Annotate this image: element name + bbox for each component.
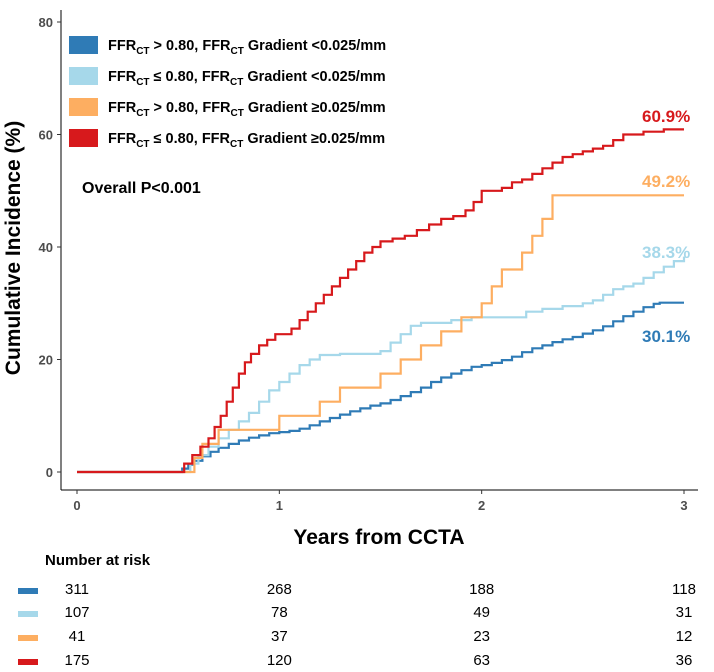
- series-line-3: [77, 194, 684, 474]
- series-line-2: [77, 256, 686, 474]
- risk-value: 23: [473, 628, 490, 645]
- risk-value: 188: [469, 581, 494, 598]
- series-line-4: [77, 128, 684, 474]
- y-tick-label: 40: [39, 240, 53, 255]
- series-lines: [77, 128, 686, 474]
- risk-value: 107: [64, 604, 89, 621]
- legend: FFRCT > 0.80, FFRCT Gradient <0.025/mm FF…: [69, 36, 386, 150]
- risk-table: 311 268 188 118 107 78 49 31 41 37 23 12 175 120 63 36: [18, 581, 696, 669]
- risk-value: 175: [64, 652, 89, 669]
- legend-label-2: FFRCT ≤ 0.80, FFRCT Gradient <0.025/mm: [108, 69, 386, 88]
- end-labels: 30.1% 38.3% 49.2% 60.9%: [642, 107, 690, 346]
- x-axis-title: Years from CCTA: [293, 526, 464, 549]
- risk-swatch-2: [18, 611, 38, 617]
- x-tick-label: 0: [73, 498, 80, 513]
- legend-swatch-3: [69, 98, 98, 116]
- end-label-4: 60.9%: [642, 107, 690, 126]
- risk-swatch-4: [18, 659, 38, 665]
- risk-swatch-3: [18, 635, 38, 641]
- risk-value: 311: [65, 581, 89, 598]
- risk-value: 41: [69, 628, 86, 645]
- risk-value: 36: [676, 652, 693, 669]
- series-line-1: [77, 301, 684, 474]
- risk-value: 78: [271, 604, 288, 621]
- end-label-3: 49.2%: [642, 172, 690, 191]
- legend-label-3: FFRCT > 0.80, FFRCT Gradient ≥0.025/mm: [108, 100, 386, 119]
- y-tick-label: 80: [39, 15, 53, 30]
- legend-swatch-4: [69, 129, 98, 147]
- p-value-annotation: Overall P<0.001: [82, 180, 201, 197]
- risk-value: 37: [271, 628, 288, 645]
- risk-table-title: Number at risk: [45, 552, 151, 569]
- y-tick-label: 60: [39, 128, 53, 143]
- x-tick-label: 1: [276, 498, 283, 513]
- y-tick-label: 0: [46, 465, 53, 480]
- end-label-1: 30.1%: [642, 327, 690, 346]
- risk-value: 49: [473, 604, 490, 621]
- y-axis-title: Cumulative Incidence (%): [2, 121, 25, 375]
- risk-value: 120: [267, 652, 292, 669]
- risk-swatch-1: [18, 588, 38, 594]
- x-tick-label: 3: [680, 498, 687, 513]
- axes: 0 20 40 60 80 0 1 2 3: [39, 10, 698, 513]
- risk-value: 118: [672, 581, 696, 598]
- risk-value: 63: [473, 652, 490, 669]
- y-tick-label: 20: [39, 353, 53, 368]
- risk-value: 31: [676, 604, 693, 621]
- x-tick-label: 2: [478, 498, 485, 513]
- legend-swatch-1: [69, 36, 98, 54]
- legend-label-1: FFRCT > 0.80, FFRCT Gradient <0.025/mm: [108, 38, 386, 57]
- risk-value: 12: [676, 628, 693, 645]
- legend-label-4: FFRCT ≤ 0.80, FFRCT Gradient ≥0.025/mm: [108, 131, 385, 150]
- risk-value: 268: [267, 581, 292, 598]
- legend-swatch-2: [69, 67, 98, 85]
- end-label-2: 38.3%: [642, 243, 690, 262]
